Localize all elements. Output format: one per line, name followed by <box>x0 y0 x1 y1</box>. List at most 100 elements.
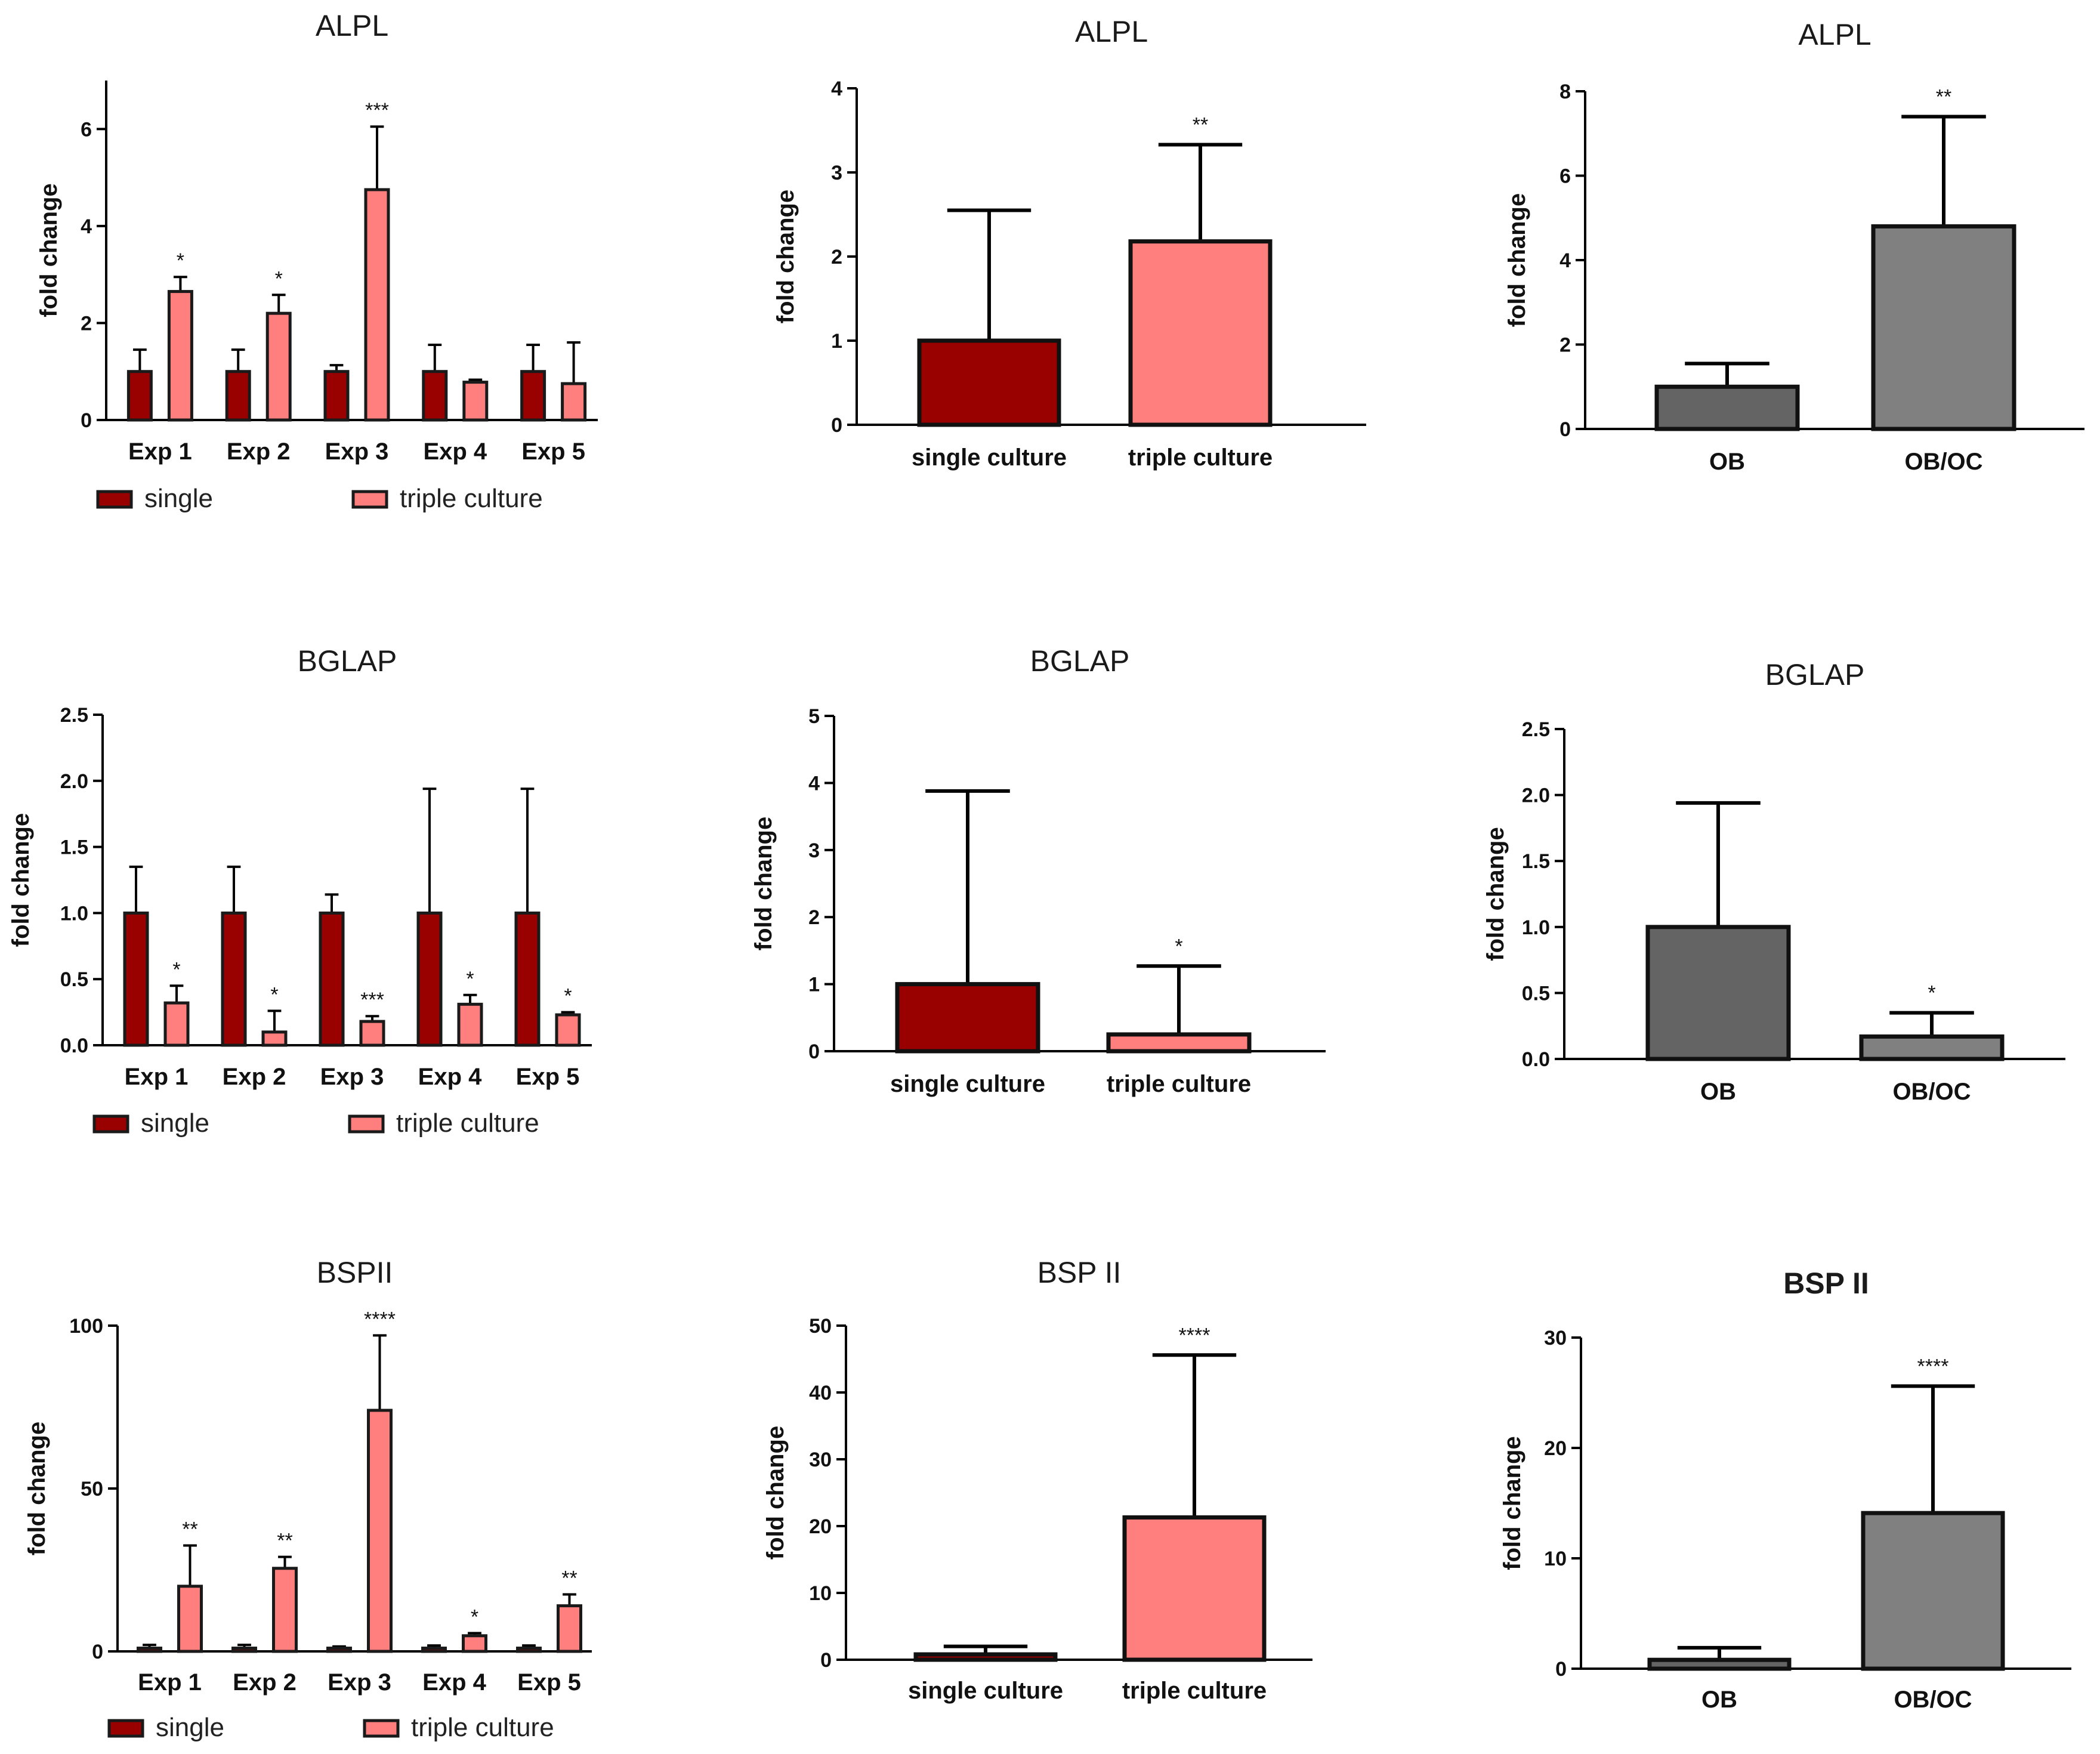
y-tick-label: 50 <box>809 1315 832 1338</box>
bar-triple-1 <box>167 290 193 422</box>
bar-single-5 <box>514 911 541 1047</box>
bar-single-5 <box>520 370 546 422</box>
bar-2 <box>1106 1032 1252 1054</box>
bar-triple-5 <box>557 1604 582 1653</box>
y-tick-label: 1.0 <box>60 902 88 925</box>
y-tick-label: 4 <box>808 772 820 795</box>
bar-2 <box>1859 1034 2005 1061</box>
bar-triple-3-significance: **** <box>364 1308 396 1330</box>
legend-label-triple: triple culture <box>396 1108 539 1138</box>
legend-label-triple: triple culture <box>411 1713 554 1742</box>
y-tick-label: 0.0 <box>60 1035 88 1057</box>
y-tick-label: 2 <box>831 246 842 268</box>
y-tick-label: 6 <box>81 118 92 141</box>
y-tick-label: 4 <box>831 78 842 100</box>
bar-triple-1-significance: * <box>172 958 180 981</box>
bar-2-significance: ** <box>1936 85 1951 108</box>
bar-triple-2-significance: * <box>275 267 283 290</box>
y-tick-label: 0 <box>831 414 842 437</box>
bar-single-2 <box>225 370 251 422</box>
bar-triple-3-significance: *** <box>360 989 384 1011</box>
x-tick-label: single culture <box>890 1071 1045 1097</box>
bar-triple-5 <box>555 1013 581 1047</box>
y-axis-label: fold change <box>773 190 799 323</box>
x-tick-label: OB <box>1709 449 1745 475</box>
x-tick-label: Exp 2 <box>223 1064 286 1090</box>
bar-single-1 <box>123 911 149 1047</box>
y-tick-label: 30 <box>809 1449 832 1471</box>
bar-triple-2 <box>261 1030 288 1047</box>
chart-bglap-exp: BGLAP fold change 0.0 0.5 1.0 1.5 2.0 2.5 * Exp 1… <box>8 644 592 1138</box>
bar-2 <box>1128 239 1273 427</box>
bar-2-significance: **** <box>1179 1324 1210 1347</box>
x-tick-label: OB/OC <box>1904 449 1982 475</box>
y-tick-label: 0 <box>1559 418 1571 441</box>
bar-2 <box>1122 1515 1267 1662</box>
y-axis-label: fold change <box>8 813 34 947</box>
y-tick-label: 6 <box>1559 165 1571 188</box>
y-tick-label: 1 <box>831 330 842 353</box>
bar-triple-5 <box>561 382 587 422</box>
y-tick-label: 0.0 <box>1522 1048 1550 1071</box>
y-tick-label: 5 <box>808 705 820 728</box>
bar-2 <box>1871 224 2016 431</box>
y-tick-label: 2 <box>808 906 820 929</box>
legend-swatch-single <box>107 1719 144 1738</box>
legend-swatch-triple <box>363 1719 400 1738</box>
bar-1 <box>895 982 1040 1054</box>
y-tick-label: 0.5 <box>60 968 88 991</box>
bar-triple-2-significance: ** <box>277 1530 292 1552</box>
y-tick-label: 0 <box>1555 1658 1567 1681</box>
bar-single-2 <box>221 911 247 1047</box>
y-axis-label: fold change <box>1504 193 1530 327</box>
bar-1 <box>917 338 1061 427</box>
chart-title: BGLAP <box>298 644 397 678</box>
bar-2 <box>1861 1511 2005 1671</box>
x-tick-label: Exp 2 <box>227 438 291 465</box>
bar-single-4 <box>421 1647 447 1653</box>
bar-2-significance: * <box>1175 935 1182 958</box>
bar-triple-3-significance: *** <box>365 99 389 122</box>
x-tick-label: Exp 1 <box>125 1064 189 1090</box>
legend-swatch-single <box>92 1114 129 1134</box>
x-tick-label: OB/OC <box>1894 1687 1972 1713</box>
y-tick-label: 30 <box>1544 1327 1567 1350</box>
chart-bglap-ob: BGLAP fold change 0.0 0.5 1.0 1.5 2.0 2.5 OB * OB/… <box>1483 658 2065 1105</box>
x-tick-label: Exp 2 <box>233 1669 297 1696</box>
y-tick-label: 2.5 <box>60 704 88 727</box>
chart-title: BSPII <box>317 1256 393 1289</box>
y-tick-label: 40 <box>809 1382 832 1404</box>
y-axis-label: fold change <box>36 183 62 317</box>
y-tick-label: 10 <box>1544 1548 1567 1570</box>
legend-swatch-triple <box>348 1114 385 1134</box>
bar-triple-3 <box>367 1409 393 1653</box>
chart-title: BSP II <box>1783 1267 1869 1300</box>
y-axis-label: fold change <box>24 1422 50 1555</box>
y-tick-label: 0 <box>808 1040 820 1063</box>
x-tick-label: Exp 5 <box>517 1669 581 1696</box>
y-tick-label: 4 <box>81 215 92 238</box>
x-tick-label: OB/OC <box>1892 1079 1971 1105</box>
y-tick-label: 8 <box>1559 81 1571 103</box>
bar-1 <box>1647 1657 1792 1671</box>
y-tick-label: 0.5 <box>1522 982 1550 1005</box>
y-tick-label: 50 <box>81 1478 103 1500</box>
y-axis-label: fold change <box>751 817 777 950</box>
y-tick-label: 3 <box>831 162 842 184</box>
chart-title: BGLAP <box>1765 658 1865 691</box>
y-tick-label: 20 <box>809 1515 832 1538</box>
legend-swatch-single <box>96 490 133 509</box>
y-tick-label: 20 <box>1544 1437 1567 1460</box>
bar-triple-1-significance: ** <box>182 1518 197 1541</box>
bar-triple-1 <box>163 1001 190 1047</box>
y-tick-label: 100 <box>69 1315 103 1338</box>
x-tick-label: Exp 1 <box>128 438 192 465</box>
bar-triple-1 <box>177 1585 203 1653</box>
x-tick-label: Exp 3 <box>320 1064 384 1090</box>
legend-label-single: single <box>144 484 213 513</box>
bar-triple-2 <box>265 311 292 422</box>
y-tick-label: 1.5 <box>1522 850 1550 873</box>
bar-triple-3 <box>359 1020 385 1047</box>
